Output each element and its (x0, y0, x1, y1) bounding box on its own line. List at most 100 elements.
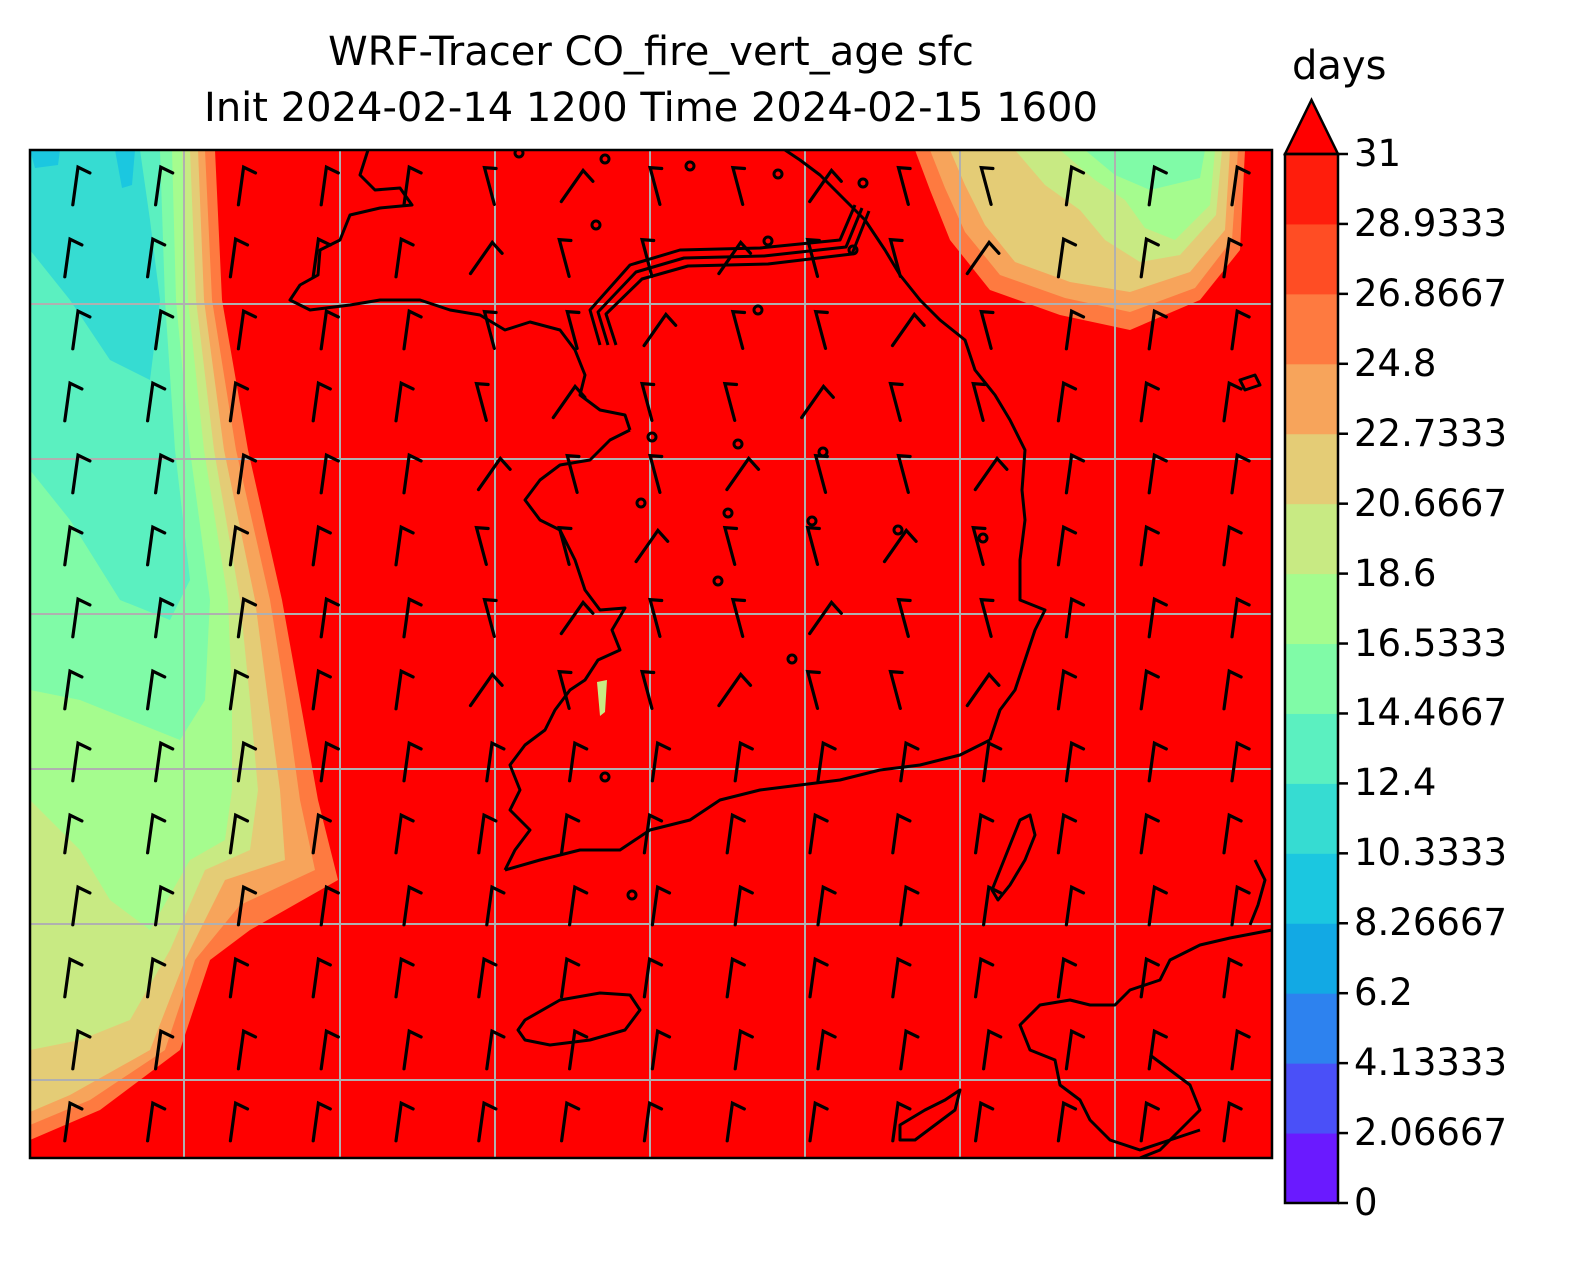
wind-barb (1064, 596, 1086, 639)
wind-barb (236, 596, 258, 639)
wind-barb (311, 668, 332, 711)
wind-barb (1139, 524, 1160, 567)
wind-barb (642, 812, 664, 855)
wind-barb (1230, 164, 1251, 207)
wind-barb (1230, 452, 1251, 495)
map-subtitle: Init 2024-02-14 1200 Time 2024-02-15 160… (204, 85, 1098, 131)
wind-barb (559, 167, 595, 204)
colorbar-tick-label: 18.6 (1354, 551, 1437, 595)
wind-barb (808, 956, 829, 999)
colorbar-band (1285, 363, 1338, 435)
wind-barb (639, 669, 656, 710)
wind-barb (402, 164, 423, 207)
colorbar-tick-label: 16.5333 (1354, 621, 1508, 665)
wind-barb (1139, 380, 1160, 423)
wind-barb (146, 380, 167, 423)
wind-barb (476, 455, 512, 492)
wind-barb (647, 453, 664, 494)
wind-barb (808, 167, 843, 204)
wind-barb (63, 236, 84, 279)
wind-barb (228, 236, 250, 279)
colorbar-band (1285, 573, 1338, 645)
wind-barb (1222, 524, 1243, 567)
island-tsushima (990, 813, 1037, 902)
wind-barb (477, 812, 498, 855)
wind-barb (482, 597, 498, 638)
wind-barb (979, 597, 995, 638)
wind-barb (888, 669, 904, 710)
wind-barb (808, 812, 829, 855)
wind-barb (402, 596, 423, 639)
wind-barb (1147, 452, 1168, 495)
wind-barb (228, 956, 250, 999)
wind-barb (154, 884, 175, 927)
wind-barb (1222, 380, 1243, 423)
wind-barb (1230, 740, 1251, 783)
wind-barb (146, 668, 167, 711)
wind-barb (236, 308, 258, 351)
map-frame (28, 148, 1274, 1160)
wind-barb (982, 884, 1003, 927)
wind-barb (805, 669, 821, 710)
wind-barb (154, 740, 175, 783)
wind-barb (319, 1028, 340, 1071)
colorbar-band (1285, 154, 1338, 225)
wind-barb (394, 956, 415, 999)
colorbar-band (1285, 1063, 1338, 1134)
wind-barb (559, 599, 595, 636)
wind-barb (1222, 812, 1243, 855)
wind-barb (730, 597, 747, 638)
wind-barb (154, 164, 175, 207)
wind-barb (71, 452, 92, 495)
colorbar-band (1285, 713, 1338, 784)
wind-barb (816, 740, 837, 783)
colorbar-tick-label: 20.6667 (1354, 481, 1508, 525)
wind-barb (560, 956, 581, 999)
wind-barb (402, 740, 423, 783)
wind-barb (816, 1028, 837, 1071)
wind-barb (965, 239, 1001, 276)
wind-barb (477, 956, 498, 999)
colorbar-band (1285, 433, 1338, 505)
map-title: WRF-Tracer CO_fire_vert_age sfc (328, 29, 974, 75)
wind-barb (146, 956, 167, 999)
wind-barb (974, 956, 995, 999)
border-triple-line-2 (596, 207, 864, 346)
colorbar-band (1285, 783, 1338, 854)
colorbar-tick-label: 4.13333 (1354, 1041, 1508, 1085)
coastline-peninsula-south (504, 738, 991, 872)
wind-barb (1222, 236, 1243, 279)
wind-barb (71, 596, 92, 639)
wind-barb (485, 884, 506, 927)
wind-barb (71, 740, 92, 783)
colorbar-extend-arrow (1282, 97, 1341, 156)
wind-barb (899, 1028, 920, 1071)
wind-barb (882, 527, 918, 564)
wind-barb (319, 740, 340, 783)
wind-barb (650, 740, 672, 783)
wind-barb (1230, 308, 1251, 351)
wind-barb (888, 381, 904, 422)
wind-barb (1147, 596, 1168, 639)
wind-barb (733, 740, 754, 783)
contour-band-cyan (30, 150, 135, 188)
wind-barb (477, 1100, 498, 1143)
wind-barb (394, 668, 415, 711)
wind-barb (394, 812, 415, 855)
wind-barb (402, 884, 423, 927)
wind-barb (311, 956, 332, 999)
wind-barb (1056, 668, 1078, 711)
wind-barb (146, 812, 167, 855)
wind-barb (565, 453, 581, 494)
wind-barb (642, 1100, 664, 1143)
wind-barb (899, 740, 920, 783)
wind-barb (394, 236, 415, 279)
colorbar-tick-label: 22.7333 (1354, 411, 1508, 455)
wind-barb (1064, 884, 1086, 927)
colorbar-tick-label: 14.4667 (1354, 691, 1508, 735)
wind-barb (236, 452, 258, 495)
colorbar-band (1285, 223, 1338, 295)
wind-barb (982, 740, 1003, 783)
wind-barb (154, 452, 175, 495)
coastline-kyushu (1139, 1053, 1202, 1158)
